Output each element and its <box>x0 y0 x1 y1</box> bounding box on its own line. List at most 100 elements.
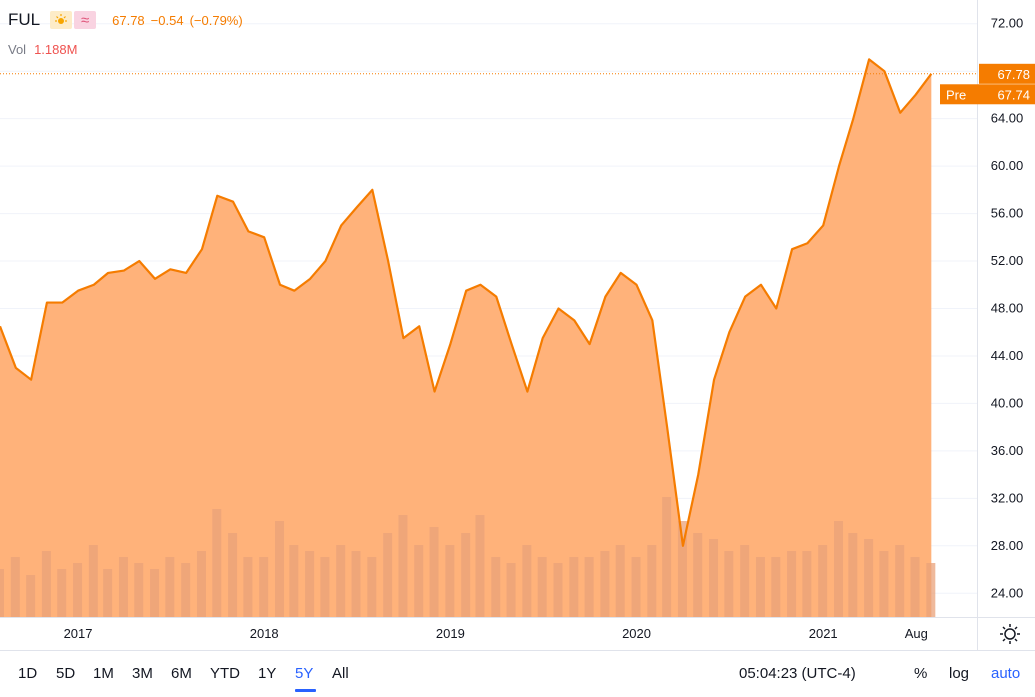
range-button-1y[interactable]: 1Y <box>258 665 277 682</box>
volume-bar <box>926 563 936 617</box>
volume-bar <box>243 557 253 617</box>
volume-bar <box>709 539 719 617</box>
volume-bar <box>150 569 160 617</box>
volume-bar <box>818 545 828 617</box>
time-tick-label: 2017 <box>64 626 93 641</box>
auto-toggle[interactable]: auto <box>991 665 1021 682</box>
price-chart[interactable]: 72.0068.0064.0060.0056.0052.0048.0044.00… <box>0 0 1035 650</box>
volume-bar <box>212 509 222 617</box>
range-button-5y[interactable]: 5Y <box>295 665 314 682</box>
volume-bar <box>553 563 563 617</box>
volume-bar <box>181 563 191 617</box>
time-tick-label: Aug <box>905 626 928 641</box>
price-change: −0.54 <box>150 12 184 28</box>
sun-icon[interactable] <box>50 11 73 29</box>
volume-bar <box>461 533 471 617</box>
volume-bar <box>414 545 424 617</box>
volume-bar <box>771 557 781 617</box>
volume-bar <box>740 545 750 617</box>
volume-bar <box>289 545 299 617</box>
price-tick-label: 72.00 <box>991 16 1024 31</box>
range-button-1d[interactable]: 1D <box>18 665 38 682</box>
price-tick-label: 64.00 <box>991 111 1024 126</box>
volume-bar <box>537 557 547 617</box>
volume-bar <box>787 551 797 617</box>
volume-bar <box>336 545 346 617</box>
volume-bar <box>196 551 206 617</box>
price-tick-label: 24.00 <box>991 585 1024 600</box>
time-tick-label: 2021 <box>809 626 838 641</box>
gear-icon[interactable] <box>998 622 1022 646</box>
price-line <box>0 58 933 547</box>
volume-bar <box>677 521 687 617</box>
volume-bar <box>305 551 315 617</box>
log-toggle[interactable]: log <box>949 665 970 682</box>
price-tick-label: 48.00 <box>991 301 1024 316</box>
chart-canvas[interactable]: 72.0068.0064.0060.0056.0052.0048.0044.00… <box>0 0 1035 650</box>
volume-bar <box>864 539 874 617</box>
volume-bar <box>57 569 67 617</box>
price-tick-label: 56.00 <box>991 206 1024 221</box>
range-button-all[interactable]: All <box>332 665 349 682</box>
volume-bar <box>398 515 408 617</box>
last-price-badge-label: 67.78 <box>997 67 1030 82</box>
range-button-3m[interactable]: 3M <box>132 665 153 682</box>
price-tick-label: 40.00 <box>991 395 1024 410</box>
volume-bar <box>73 563 83 617</box>
price-tick-label: 52.00 <box>991 253 1024 268</box>
volume-bar <box>10 557 20 617</box>
range-button-5d[interactable]: 5D <box>56 665 76 682</box>
volume-bar <box>41 551 51 617</box>
volume-bar <box>724 551 734 617</box>
volume-bar <box>631 557 641 617</box>
volume-bar <box>755 557 765 617</box>
symbol-label[interactable]: FUL <box>8 10 41 29</box>
volume-bar <box>118 557 128 617</box>
price-tick-label: 60.00 <box>991 158 1024 173</box>
volume-bar <box>26 575 36 617</box>
volume-bar <box>351 551 361 617</box>
volume-bar <box>429 527 439 617</box>
volume-bar <box>834 521 844 617</box>
volume-bar <box>475 515 485 617</box>
chart-legend: FUL ≈ 67.78 −0.54 (−0.79%) <box>8 10 249 30</box>
volume-label: Vol <box>8 41 27 57</box>
price-tick-label: 32.00 <box>991 490 1024 505</box>
volume-bar <box>445 545 455 617</box>
volume-bar <box>88 545 98 617</box>
range-button-ytd[interactable]: YTD <box>210 665 240 682</box>
volume-bar <box>383 533 393 617</box>
volume-bar <box>228 533 238 617</box>
time-tick-label: 2019 <box>436 626 465 641</box>
range-button-6m[interactable]: 6M <box>171 665 192 682</box>
clock-timezone[interactable]: 05:04:23 (UTC-4) <box>739 665 856 682</box>
last-price: 67.78 <box>112 12 145 28</box>
volume-bar <box>103 569 113 617</box>
volume-bar <box>320 557 330 617</box>
time-tick-label: 2018 <box>250 626 279 641</box>
volume-bar <box>584 557 594 617</box>
time-tick-label: 2020 <box>622 626 651 641</box>
percent-toggle[interactable]: % <box>914 665 928 682</box>
range-button-1m[interactable]: 1M <box>93 665 114 682</box>
volume-bar <box>647 545 657 617</box>
price-change-percent: (−0.79%) <box>189 12 243 28</box>
approx-icon[interactable]: ≈ <box>74 11 97 29</box>
active-range-indicator <box>295 689 316 692</box>
volume-bar <box>0 569 4 617</box>
volume-bar <box>600 551 610 617</box>
volume-bar <box>895 545 905 617</box>
last-price-badge <box>979 63 1035 84</box>
pre-market-value: 67.74 <box>997 87 1030 102</box>
volume-bar <box>910 557 920 617</box>
volume-bar <box>879 551 889 617</box>
volume-bar <box>367 557 377 617</box>
volume-bar <box>522 545 532 617</box>
price-tick-label: 44.00 <box>991 348 1024 363</box>
volume-bar <box>506 563 516 617</box>
price-tick-label: 28.00 <box>991 538 1024 553</box>
price-tick-label: 36.00 <box>991 443 1024 458</box>
volume-bar <box>569 557 579 617</box>
volume-bar <box>693 533 703 617</box>
volume-bar <box>275 521 285 617</box>
